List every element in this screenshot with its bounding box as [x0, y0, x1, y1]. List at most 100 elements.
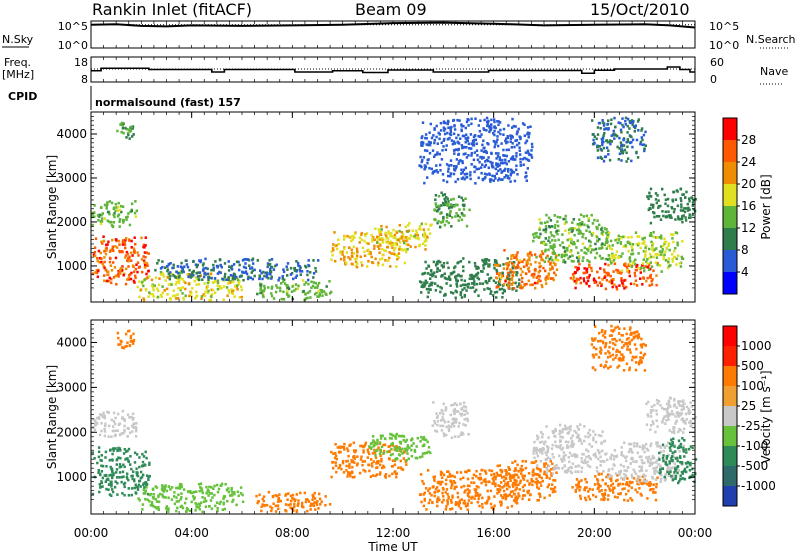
data-cell [610, 484, 613, 487]
data-cell [164, 496, 167, 499]
data-cell [538, 228, 541, 231]
data-cell [481, 503, 484, 506]
data-cell [631, 243, 635, 246]
data-cell [610, 262, 613, 265]
data-cell [369, 475, 373, 478]
data-cell [641, 143, 644, 147]
data-cell [551, 247, 555, 250]
data-cell [286, 268, 289, 271]
data-cell [166, 293, 169, 296]
data-cell [539, 470, 542, 473]
data-cell [136, 486, 140, 490]
data-cell [432, 260, 436, 264]
data-cell [376, 438, 379, 442]
data-cell [140, 236, 143, 240]
data-cell [366, 448, 369, 452]
data-cell [521, 476, 525, 480]
data-cell [454, 265, 457, 268]
data-cell [618, 470, 621, 474]
data-cell [270, 294, 274, 298]
data-cell [114, 429, 117, 433]
data-cell [523, 483, 526, 487]
data-cell [123, 493, 126, 497]
data-cell [454, 180, 457, 184]
data-cell [484, 163, 488, 167]
data-cell [210, 268, 213, 272]
data-cell [660, 234, 663, 238]
data-cell [177, 286, 180, 290]
data-cell [453, 418, 456, 422]
data-cell [402, 239, 405, 242]
data-cell [608, 257, 611, 261]
data-cell [103, 274, 106, 277]
data-cell [578, 218, 581, 221]
data-cell [146, 492, 150, 496]
data-cell [395, 265, 398, 268]
data-cell [184, 287, 187, 291]
data-cell [460, 498, 463, 501]
data-cell [493, 174, 496, 178]
data-cell [511, 490, 514, 493]
data-cell [429, 277, 432, 280]
data-cell [527, 279, 530, 283]
data-cell [274, 504, 277, 508]
data-cell [676, 215, 680, 218]
data-cell [294, 498, 297, 502]
data-cell [631, 476, 634, 479]
data-cell [440, 191, 443, 195]
data-cell [447, 266, 450, 270]
data-cell [446, 470, 449, 473]
data-cell [679, 187, 682, 191]
data-cell [356, 250, 359, 253]
data-cell [667, 210, 670, 213]
data-cell [486, 124, 489, 128]
data-cell [157, 494, 160, 497]
data-cell [103, 427, 106, 431]
data-cell [550, 468, 553, 471]
data-cell [142, 298, 146, 302]
data-cell [612, 454, 615, 458]
data-cell [471, 275, 474, 279]
data-cell [461, 283, 465, 287]
data-cell [97, 469, 100, 472]
data-cell [208, 492, 211, 495]
data-cell [650, 463, 653, 466]
data-cell [509, 479, 512, 482]
data-cell [589, 457, 592, 461]
data-cell [460, 124, 463, 128]
data-cell [459, 284, 462, 288]
data-cell [611, 244, 614, 247]
data-cell [464, 166, 467, 170]
data-cell [484, 280, 488, 283]
data-cell [205, 288, 208, 291]
data-cell [237, 281, 240, 284]
data-cell [506, 136, 510, 139]
data-cell [651, 278, 654, 281]
data-cell [405, 459, 408, 462]
data-cell [594, 242, 597, 246]
data-cell [571, 486, 574, 489]
data-cell [619, 469, 623, 473]
data-cell [190, 273, 193, 277]
data-cell [616, 496, 619, 499]
data-cell [106, 219, 109, 223]
data-cell [516, 463, 519, 467]
data-cell [436, 498, 439, 501]
data-cell [512, 473, 515, 477]
data-cell [644, 246, 647, 250]
data-cell [604, 262, 607, 266]
data-cell [628, 442, 631, 446]
data-cell [488, 130, 491, 134]
data-cell [251, 269, 254, 272]
data-cell [440, 204, 443, 207]
data-cell [617, 234, 620, 238]
data-cell [447, 427, 450, 431]
data-band-11 [532, 213, 610, 264]
data-cell [569, 276, 573, 280]
data-cell [646, 258, 649, 261]
data-cell [137, 254, 140, 257]
data-cell [441, 220, 444, 224]
data-cell [265, 503, 269, 507]
data-cell [459, 477, 462, 481]
data-cell [91, 492, 95, 496]
